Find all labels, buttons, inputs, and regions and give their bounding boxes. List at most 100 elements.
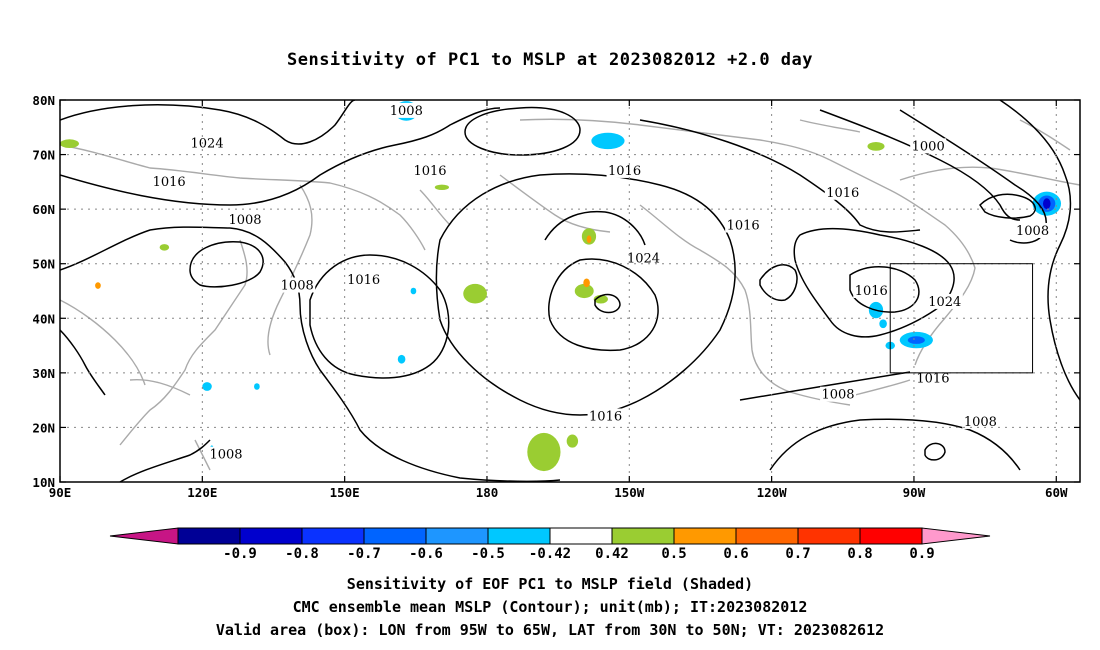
- shaded-area: [60, 139, 79, 149]
- contour-label: 1008: [228, 213, 261, 228]
- valid-area-box: [889, 263, 1034, 374]
- lon-tick-label: 120E: [187, 485, 217, 500]
- shaded-area: [593, 294, 608, 304]
- colorbar-label: -0.42: [529, 546, 571, 562]
- colorbar-segment: [673, 527, 737, 545]
- shaded-area: [867, 142, 885, 151]
- lon-tick-label: 60W: [1045, 485, 1068, 500]
- shaded-area: [254, 383, 260, 390]
- contour-label-bg: [910, 138, 947, 154]
- lon-tick-label: 90E: [49, 485, 72, 500]
- colorbar-segment: [177, 527, 241, 545]
- contour-label: 1024: [928, 295, 961, 310]
- colorbar-label: -0.9: [223, 546, 257, 562]
- contour-label-bg: [151, 173, 188, 189]
- contour-label-bg: [279, 277, 316, 293]
- contour-label: 1008: [964, 415, 997, 430]
- shaded-area: [1042, 198, 1051, 210]
- contour-label: 1016: [727, 219, 760, 234]
- shaded-area: [566, 434, 579, 448]
- contour-label: 1016: [855, 284, 888, 299]
- contour-label-bg: [824, 184, 861, 200]
- contour-label: 1016: [413, 164, 446, 179]
- contour-label-bg: [725, 217, 762, 233]
- colorbar-segment: [425, 527, 489, 545]
- contour-label-bg: [1014, 222, 1051, 238]
- colorbar-segment: [239, 527, 303, 545]
- sensitivity-map: 1008 1024 1000 1016 1016 1016 1016 1008 1008 1016…: [32, 93, 1081, 562]
- lat-tick-label: 10N: [32, 475, 55, 490]
- colorbar-label: -0.6: [409, 546, 443, 562]
- contour-label: 1016: [826, 186, 859, 201]
- contour-label-bg: [962, 413, 999, 429]
- mslp-contours: [60, 100, 1080, 482]
- lat-tick-label: 40N: [32, 311, 55, 326]
- contour-label: 1008: [390, 104, 423, 119]
- lat-tick-label: 80N: [32, 93, 55, 108]
- contour-label: 1016: [153, 175, 186, 190]
- contour-label: 1016: [608, 164, 641, 179]
- contour-label-bg: [926, 293, 963, 309]
- contour-label-bg: [412, 162, 449, 178]
- lat-tick-label: 70N: [32, 148, 55, 163]
- colorbar-segment: [611, 527, 675, 545]
- contour-labels: 1008 1024 1000 1016 1016 1016 1016 1008 1008 1016…: [151, 102, 1051, 463]
- contour-label: 1016: [916, 371, 949, 386]
- lon-tick-label: 120W: [757, 485, 788, 500]
- colorbar-segment: [797, 527, 861, 545]
- shaded-area: [879, 319, 887, 329]
- contour-label-bg: [853, 283, 890, 298]
- colorbar-label: -0.8: [285, 546, 319, 562]
- lon-tick-label: 180: [476, 485, 499, 500]
- contour-label: 1008: [821, 388, 854, 403]
- colorbar-segment: [487, 527, 551, 545]
- colorbar-segment: [859, 527, 923, 545]
- colorbar-label: 0.8: [847, 546, 872, 562]
- contour-label-bg: [388, 102, 425, 118]
- shaded-area: [574, 283, 594, 299]
- colorbar-min-arrow: [109, 527, 179, 545]
- contour-label: 1000: [912, 139, 945, 154]
- caption-shaded: Sensitivity of EOF PC1 to MSLP field (Sh…: [346, 575, 754, 593]
- contour-label-bg: [606, 162, 643, 178]
- colorbar: -0.9 -0.8 -0.7 -0.6 -0.5 -0.42 0.42 0.5 0.6 0.7 0.…: [109, 527, 991, 562]
- colorbar-label: 0.6: [723, 546, 748, 562]
- lat-tick-label: 20N: [32, 420, 55, 435]
- contour-label: 1008: [1016, 224, 1049, 239]
- contour-label: 1024: [191, 137, 224, 152]
- lat-tick-label: 60N: [32, 202, 55, 217]
- lat-tick-label: 50N: [32, 257, 55, 272]
- colorbar-label: 0.5: [661, 546, 686, 562]
- colorbar-label: 0.42: [595, 546, 629, 562]
- contour-label-bg: [227, 212, 264, 228]
- contour-label: 1008: [281, 279, 314, 294]
- contour-label: 1016: [347, 273, 380, 288]
- shaded-area: [95, 282, 101, 289]
- lat-tick-label: 30N: [32, 366, 55, 381]
- contour-label: 1008: [209, 448, 242, 463]
- caption-contour: CMC ensemble mean MSLP (Contour); unit(m…: [292, 598, 808, 616]
- colorbar-label: -0.5: [471, 546, 505, 562]
- contour-label-bg: [625, 250, 662, 266]
- colorbar-segment: [549, 527, 613, 545]
- colorbar-label: 0.9: [909, 546, 934, 562]
- contour-label-bg: [914, 370, 951, 386]
- contour-label-bg: [208, 446, 245, 462]
- colorbar-label: 0.7: [785, 546, 810, 562]
- chart-title: Sensitivity of PC1 to MSLP at 2023082012…: [286, 50, 813, 70]
- shaded-areas: [60, 101, 1062, 472]
- shaded-area: [434, 184, 450, 191]
- shaded-area: [159, 244, 170, 251]
- caption-valid-area: Valid area (box): LON from 95W to 65W, L…: [215, 621, 885, 639]
- shaded-area: [202, 382, 212, 391]
- colorbar-segment: [735, 527, 799, 545]
- shaded-area: [591, 132, 625, 150]
- contour-label-bg: [345, 272, 382, 288]
- shaded-area: [410, 287, 417, 295]
- contour-label-bg: [820, 386, 857, 402]
- shaded-area: [583, 278, 590, 288]
- grid-lines: [60, 100, 1080, 482]
- colorbar-max-arrow: [921, 527, 991, 545]
- shaded-area: [527, 432, 561, 472]
